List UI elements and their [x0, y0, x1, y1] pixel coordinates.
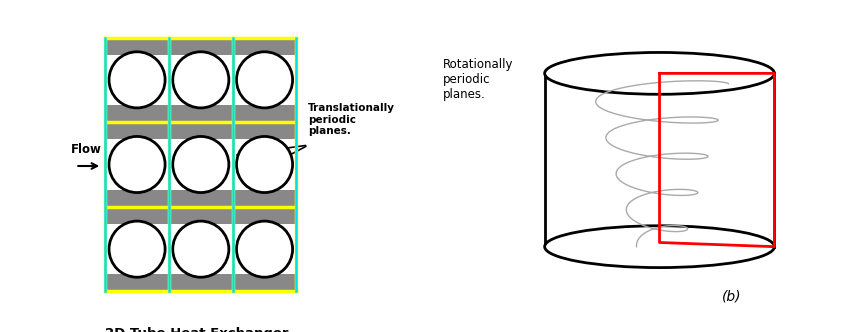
Text: (b): (b) [722, 290, 741, 303]
Bar [106, 139, 296, 190]
Circle shape [173, 136, 229, 193]
Bar [106, 54, 296, 105]
Circle shape [109, 136, 165, 193]
Circle shape [237, 221, 293, 277]
Ellipse shape [545, 226, 774, 268]
Circle shape [237, 52, 293, 108]
Ellipse shape [545, 226, 774, 268]
Circle shape [173, 52, 229, 108]
Bar [545, 52, 774, 247]
Ellipse shape [545, 52, 774, 94]
Circle shape [109, 52, 165, 108]
Text: Flow: Flow [71, 142, 102, 155]
Bar [106, 224, 296, 275]
Circle shape [109, 221, 165, 277]
Text: 2D Tube Heat Exchanger.: 2D Tube Heat Exchanger. [106, 327, 292, 332]
Circle shape [237, 136, 293, 193]
Text: Translationally
periodic
planes.: Translationally periodic planes. [308, 103, 396, 136]
Text: Rotationally
periodic
planes.: Rotationally periodic planes. [443, 58, 513, 102]
Bar [106, 38, 296, 291]
Circle shape [173, 221, 229, 277]
Ellipse shape [545, 52, 774, 94]
